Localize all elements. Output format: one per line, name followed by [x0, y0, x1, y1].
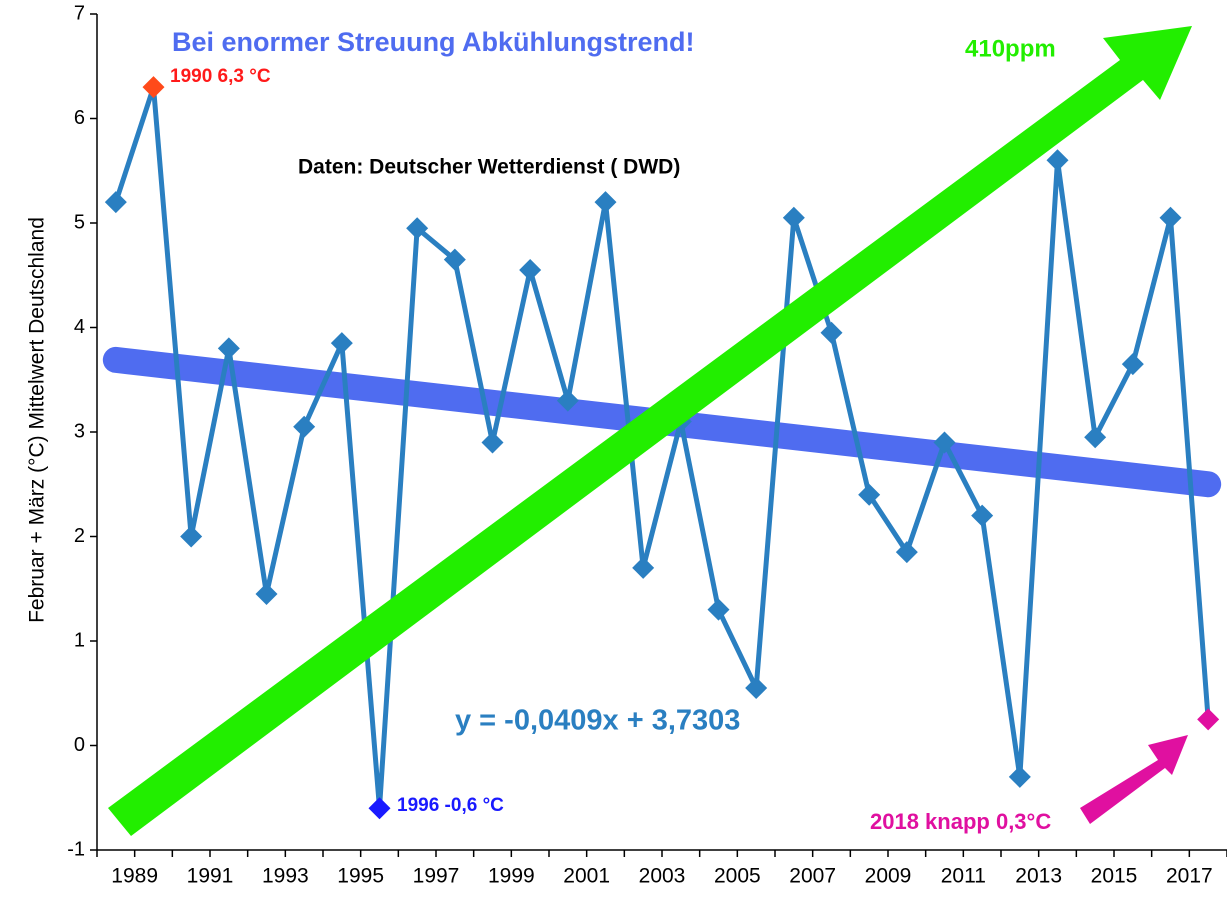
- data-point: [745, 677, 768, 700]
- data-point: [782, 206, 805, 229]
- min-label: 1996 -0,6 °C: [397, 795, 504, 816]
- x-tick-label: 1991: [187, 865, 234, 888]
- y-tick-label: 2: [74, 525, 85, 547]
- data-point: [594, 191, 617, 214]
- headline: Bei enormer Streuung Abkühlungstrend!: [172, 27, 695, 57]
- data-point: [820, 321, 843, 344]
- data-point: [1008, 765, 1031, 788]
- y-tick-label: -1: [67, 838, 85, 860]
- data-point: [255, 582, 278, 605]
- x-tick-label: 2003: [639, 865, 686, 888]
- data-point: [519, 259, 542, 282]
- x-tick-label: 1989: [111, 865, 158, 888]
- x-tick-label: 2013: [1015, 865, 1062, 888]
- data-point: [1159, 206, 1182, 229]
- data-point: [180, 525, 203, 548]
- y-tick-label: 0: [74, 734, 85, 756]
- co2-arrow: [108, 26, 1192, 836]
- data-point: [443, 248, 466, 271]
- y-tick-label: 7: [74, 2, 85, 24]
- max-label: 1990 6,3 °C: [170, 66, 271, 87]
- source-note: Daten: Deutscher Wetterdienst ( DWD): [298, 156, 680, 179]
- data-point: [104, 191, 127, 214]
- data-point: [556, 389, 579, 412]
- x-tick-label: 2011: [941, 865, 986, 888]
- trend-equation: y = -0,0409x + 3,7303: [455, 705, 740, 737]
- x-tick-label: 2007: [789, 865, 836, 888]
- data-point: [368, 797, 391, 820]
- y-tick-label: 3: [74, 420, 85, 442]
- x-tick-label: 2017: [1166, 865, 1213, 888]
- data-point: [1197, 708, 1220, 731]
- data-point: [406, 217, 429, 240]
- y-tick-label: 6: [74, 107, 85, 129]
- data-point: [895, 541, 918, 564]
- plot-area: -1 0 1 2 3 4 5 6 7 1989 1991 1993 1995 1997 1999 2001 20…: [67, 2, 1227, 888]
- y-tick-label: 1: [74, 629, 85, 651]
- data-point: [1046, 149, 1069, 172]
- data-point: [330, 332, 353, 355]
- data-point: [707, 598, 730, 621]
- x-tick-label: 2009: [865, 865, 912, 888]
- x-tick-label: 2005: [714, 865, 761, 888]
- x-tick-label: 2001: [563, 865, 610, 888]
- x-tick-label: 1999: [488, 865, 535, 888]
- data-point: [632, 556, 655, 579]
- data-point: [1121, 353, 1144, 376]
- data-point: [858, 483, 881, 506]
- pointer-arrow: [1080, 735, 1188, 824]
- x-tick-label: 1993: [262, 865, 309, 888]
- data-point: [142, 76, 165, 99]
- y-axis-label: Februar + März (°C) Mittelwert Deutschla…: [26, 217, 49, 623]
- data-point: [1084, 426, 1107, 449]
- x-tick-label: 1997: [413, 865, 460, 888]
- data-point: [971, 504, 994, 527]
- y-tick-label: 4: [74, 316, 85, 338]
- x-tick-label: 1995: [337, 865, 384, 888]
- co2-label: 410ppm: [965, 35, 1056, 62]
- data-point: [481, 431, 504, 454]
- data-point: [217, 337, 240, 360]
- data-point: [933, 431, 956, 454]
- last-label: 2018 knapp 0,3°C: [870, 809, 1051, 834]
- data-point: [293, 415, 316, 438]
- series-line: [113, 84, 1211, 811]
- y-tick-label: 5: [74, 211, 85, 233]
- x-tick-label: 2015: [1091, 865, 1138, 888]
